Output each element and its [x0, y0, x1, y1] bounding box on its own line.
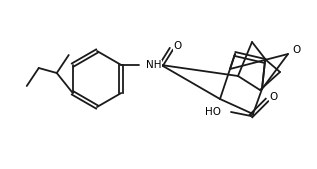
Text: HO: HO: [205, 107, 221, 117]
Text: NH: NH: [146, 60, 162, 70]
Text: O: O: [292, 45, 300, 55]
Text: O: O: [173, 41, 182, 51]
Text: O: O: [269, 92, 277, 102]
